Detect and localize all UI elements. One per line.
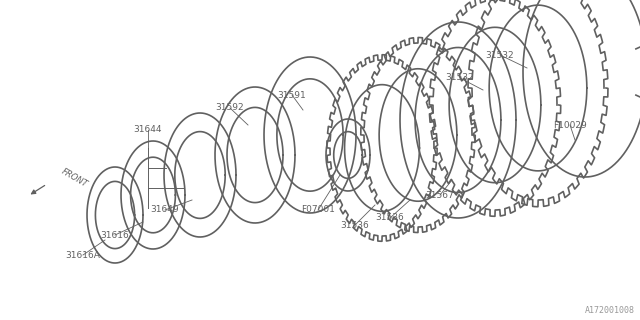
Text: 31591: 31591 — [278, 91, 307, 100]
Text: FRONT: FRONT — [60, 167, 90, 189]
Text: 31532: 31532 — [445, 74, 474, 83]
Text: 31644: 31644 — [134, 125, 163, 134]
Text: 31567: 31567 — [426, 190, 454, 199]
Text: F07001: F07001 — [301, 205, 335, 214]
Text: 31532: 31532 — [486, 51, 515, 60]
Text: 31616A: 31616A — [65, 251, 100, 260]
Text: 31536: 31536 — [376, 213, 404, 222]
Text: 31592: 31592 — [216, 103, 244, 113]
Text: A172001008: A172001008 — [585, 306, 635, 315]
Text: 31616: 31616 — [100, 230, 129, 239]
Text: F10029: F10029 — [553, 121, 587, 130]
Text: 31649: 31649 — [150, 205, 179, 214]
Text: 31536: 31536 — [340, 220, 369, 229]
